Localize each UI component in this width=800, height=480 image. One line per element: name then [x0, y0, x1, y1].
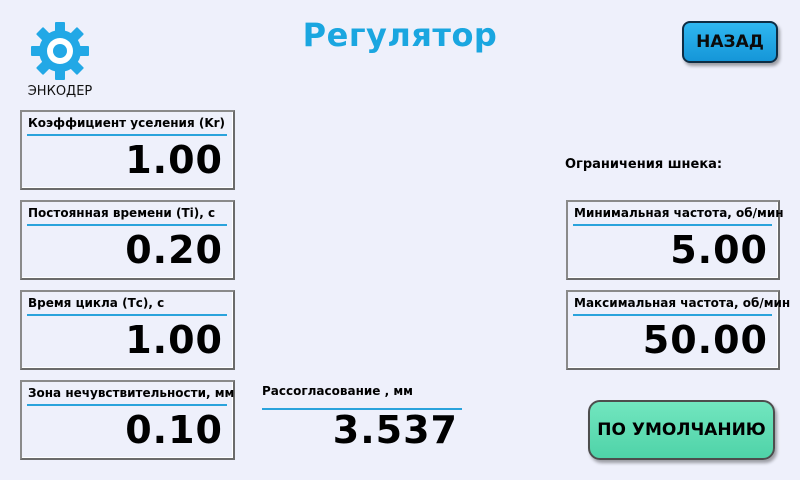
max-frequency-field[interactable]: Максимальная частота, об/мин 50.00: [566, 290, 791, 370]
encoder-button[interactable]: ЭНКОДЕР: [20, 20, 100, 102]
divider: [27, 224, 227, 226]
time-constant-field[interactable]: Постоянная времени (Ti), с 0.20: [20, 200, 235, 280]
divider: [27, 314, 227, 316]
screw-constraints-title: Ограничения шнека:: [565, 157, 723, 172]
min-frequency-label: Минимальная частота, об/мин: [574, 206, 784, 220]
divider: [573, 224, 772, 226]
divider: [262, 408, 462, 410]
time-constant-label: Постоянная времени (Ti), с: [28, 206, 216, 220]
cycle-time-field[interactable]: Время цикла (Тс), с 1.00: [20, 290, 235, 370]
divider: [27, 404, 227, 406]
mismatch-readout: Рассогласование , мм 3.537: [262, 384, 462, 454]
max-frequency-label: Максимальная частота, об/мин: [574, 296, 791, 310]
mismatch-value: 3.537: [332, 408, 458, 452]
deadband-field[interactable]: Зона нечувствительности, мм 0.10: [20, 380, 235, 460]
max-frequency-value: 50.00: [642, 318, 768, 362]
gain-label: Коэффициент уселения (Kr): [28, 116, 226, 130]
time-constant-value: 0.20: [125, 228, 223, 272]
divider: [27, 134, 227, 136]
divider: [573, 314, 772, 316]
cycle-time-label: Время цикла (Тс), с: [28, 296, 165, 310]
default-button[interactable]: ПО УМОЛЧАНИЮ: [588, 400, 775, 460]
deadband-label: Зона нечувствительности, мм: [28, 386, 235, 400]
encoder-label: ЭНКОДЕР: [27, 84, 93, 99]
cycle-time-value: 1.00: [125, 318, 223, 362]
back-button[interactable]: НАЗАД: [682, 21, 778, 63]
mismatch-label: Рассогласование , мм: [262, 384, 413, 398]
deadband-value: 0.10: [125, 408, 223, 452]
page-title: Регулятор: [302, 16, 498, 54]
min-frequency-field[interactable]: Минимальная частота, об/мин 5.00: [566, 200, 784, 280]
gain-field[interactable]: Коэффициент уселения (Kr) 1.00: [20, 110, 235, 190]
gain-value: 1.00: [125, 138, 223, 182]
gear-icon: [31, 22, 89, 80]
min-frequency-value: 5.00: [670, 228, 768, 272]
